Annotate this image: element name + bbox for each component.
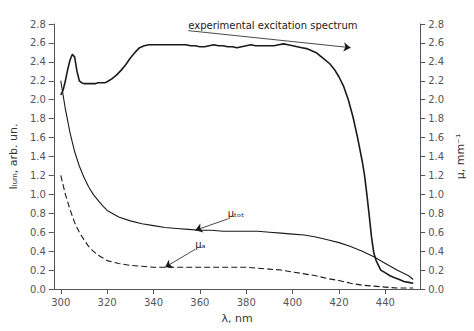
svg-text:experimental excitation spectr: experimental excitation spectrum xyxy=(188,20,357,31)
svg-text:0.8: 0.8 xyxy=(428,208,444,219)
svg-text:μₐ: μₐ xyxy=(195,239,205,250)
svg-text:0.2: 0.2 xyxy=(30,265,46,276)
svg-text:λ, nm: λ, nm xyxy=(221,312,252,325)
svg-text:1.2: 1.2 xyxy=(428,170,444,181)
svg-text:2.2: 2.2 xyxy=(30,75,46,86)
svg-text:360: 360 xyxy=(190,297,209,308)
svg-text:Iₗᵤₘ, arb. un.: Iₗᵤₘ, arb. un. xyxy=(7,123,20,189)
svg-text:1.6: 1.6 xyxy=(30,132,46,143)
svg-text:2.8: 2.8 xyxy=(30,19,46,30)
svg-text:0.0: 0.0 xyxy=(428,284,444,295)
svg-text:2.0: 2.0 xyxy=(30,94,46,105)
svg-text:1.8: 1.8 xyxy=(428,113,444,124)
svg-text:1.0: 1.0 xyxy=(428,189,444,200)
svg-text:300: 300 xyxy=(51,297,70,308)
svg-text:380: 380 xyxy=(237,297,256,308)
svg-text:2.0: 2.0 xyxy=(428,94,444,105)
svg-text:2.2: 2.2 xyxy=(428,75,444,86)
svg-text:1.4: 1.4 xyxy=(30,151,46,162)
svg-text:0.0: 0.0 xyxy=(30,284,46,295)
svg-text:1.4: 1.4 xyxy=(428,151,444,162)
svg-text:μₜₒₜ: μₜₒₜ xyxy=(228,208,244,219)
svg-text:1.6: 1.6 xyxy=(428,132,444,143)
svg-text:0.6: 0.6 xyxy=(428,227,444,238)
svg-text:340: 340 xyxy=(144,297,163,308)
svg-text:1.2: 1.2 xyxy=(30,170,46,181)
svg-text:420: 420 xyxy=(329,297,348,308)
svg-text:400: 400 xyxy=(283,297,302,308)
svg-text:2.4: 2.4 xyxy=(30,56,46,67)
svg-text:2.6: 2.6 xyxy=(428,37,444,48)
svg-text:440: 440 xyxy=(376,297,395,308)
svg-text:320: 320 xyxy=(98,297,117,308)
svg-text:1.0: 1.0 xyxy=(30,189,46,200)
svg-text:0.4: 0.4 xyxy=(30,246,46,257)
svg-text:0.6: 0.6 xyxy=(30,227,46,238)
svg-text:μ, mm⁻¹: μ, mm⁻¹ xyxy=(454,134,467,180)
svg-text:2.8: 2.8 xyxy=(428,19,444,30)
svg-text:2.4: 2.4 xyxy=(428,56,444,67)
svg-text:1.8: 1.8 xyxy=(30,113,46,124)
svg-text:2.6: 2.6 xyxy=(30,37,46,48)
svg-text:0.4: 0.4 xyxy=(428,246,444,257)
svg-text:0.8: 0.8 xyxy=(30,208,46,219)
svg-text:0.2: 0.2 xyxy=(428,265,444,276)
